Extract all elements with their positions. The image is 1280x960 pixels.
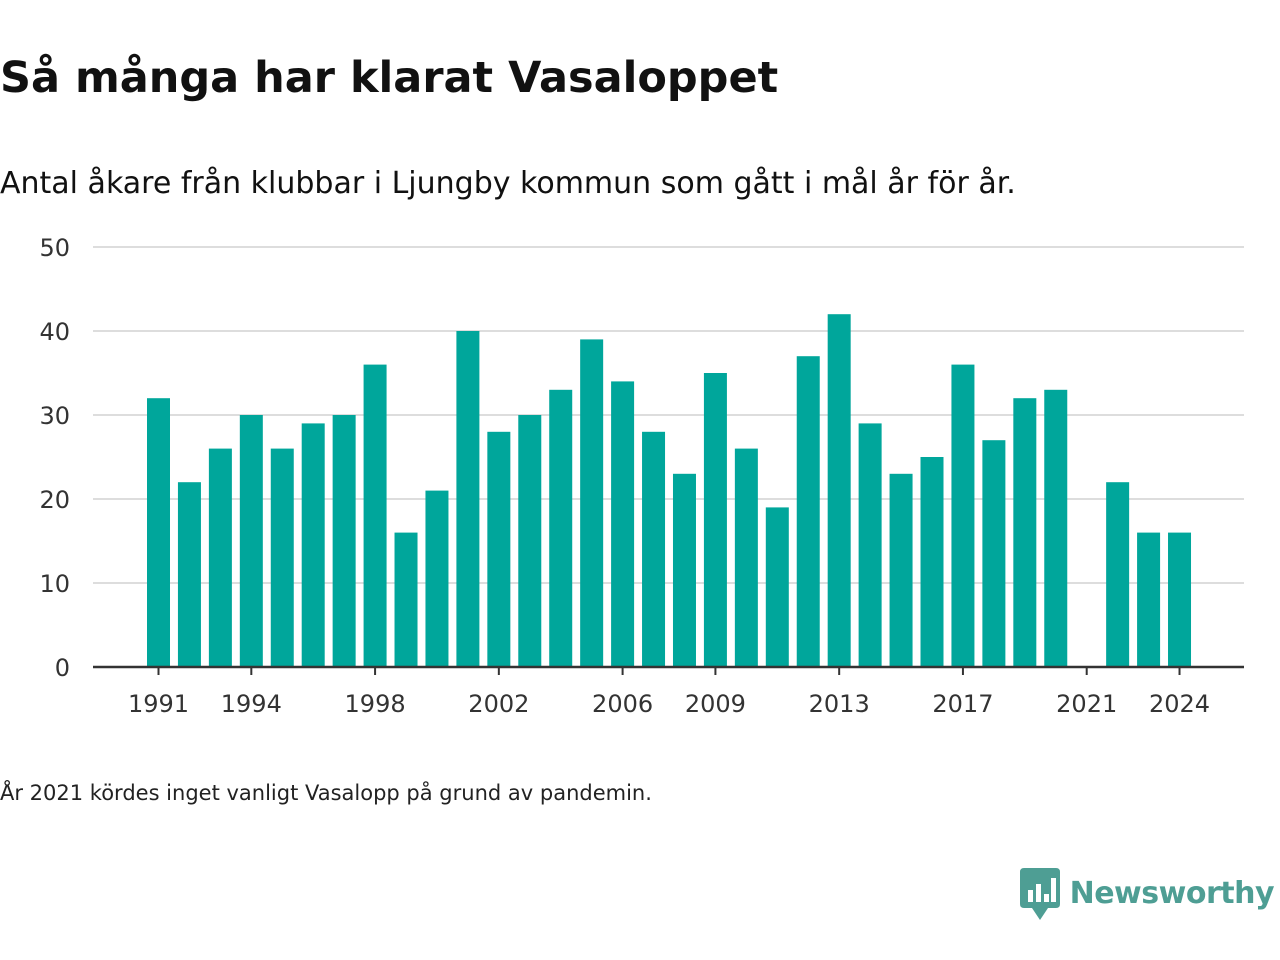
bar-2006 <box>611 381 635 667</box>
chart-title: Så många har klarat Vasaloppet <box>0 53 779 103</box>
bar-1997 <box>332 415 356 667</box>
x-tick-label: 2021 <box>1056 690 1117 718</box>
bar-chart: 0 10 20 30 40 50 1991 1994 1998 2002 2006 2009 2013… <box>39 234 1244 718</box>
bar-1993 <box>208 448 232 667</box>
bar-2014 <box>858 423 882 667</box>
chart-subtitle: Antal åkare från klubbar i Ljungby kommu… <box>0 166 1016 201</box>
y-tick-label: 30 <box>39 402 70 430</box>
bar-2007 <box>642 431 666 667</box>
bar-2019 <box>1013 398 1037 667</box>
bar-2003 <box>518 415 542 667</box>
bar-2001 <box>456 331 480 667</box>
x-tick-label: 2002 <box>468 690 529 718</box>
bar-1991 <box>147 398 170 667</box>
bar-2023 <box>1137 532 1161 667</box>
bar-2010 <box>734 448 758 667</box>
bar-1996 <box>301 423 325 667</box>
y-tick-label: 40 <box>39 318 70 346</box>
x-tick-label: 1994 <box>221 690 282 718</box>
brand-name: Newsworthy <box>1069 876 1275 911</box>
bar-1998 <box>363 364 387 667</box>
bar-2022 <box>1106 482 1130 667</box>
x-tick-label: 2009 <box>685 690 746 718</box>
bar-2015 <box>889 473 913 667</box>
bar-2011 <box>765 507 789 667</box>
y-axis-tick-labels: 0 10 20 30 40 50 <box>39 234 70 682</box>
bar-2012 <box>796 356 820 667</box>
bar-2024 <box>1168 532 1192 667</box>
bar-2008 <box>672 473 696 667</box>
x-tick-label: 2006 <box>592 690 653 718</box>
gridlines <box>93 246 1244 584</box>
bar-2013 <box>827 314 851 667</box>
bar-1992 <box>177 482 201 667</box>
y-tick-label: 10 <box>39 570 70 598</box>
newsworthy-logo-icon <box>1019 868 1060 920</box>
chart-footnote: År 2021 kördes inget vanligt Vasalopp på… <box>0 781 652 805</box>
bar-2017 <box>951 364 975 667</box>
bar-1999 <box>394 532 418 667</box>
bar-2020 <box>1044 389 1068 667</box>
bar-2016 <box>920 457 944 667</box>
x-tick-label: 2017 <box>932 690 993 718</box>
x-tick-label: 1998 <box>345 690 406 718</box>
bar-2018 <box>982 440 1006 667</box>
y-tick-label: 0 <box>55 654 70 682</box>
x-tick-label: 1991 <box>128 690 189 718</box>
bar-1994 <box>239 415 263 667</box>
y-tick-label: 50 <box>39 234 70 262</box>
bar-2004 <box>549 389 573 667</box>
bar-2005 <box>580 339 604 667</box>
bar-2009 <box>703 373 727 667</box>
bar-2000 <box>425 490 449 667</box>
x-tick-label: 2013 <box>809 690 870 718</box>
bar-1995 <box>270 448 294 667</box>
x-axis-ticks: 1991 1994 1998 2002 2006 2009 2013 2017 2021 2024 <box>128 667 1210 718</box>
bar-2002 <box>487 431 511 667</box>
bars <box>147 314 1192 667</box>
x-tick-label: 2024 <box>1149 690 1210 718</box>
y-tick-label: 20 <box>39 486 70 514</box>
brand-logo-link: Newsworthy <box>1018 866 1275 922</box>
